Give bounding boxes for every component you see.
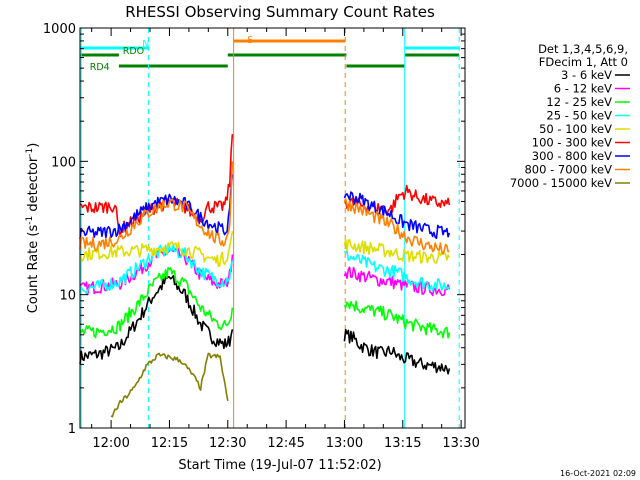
- y-tick-label: 10: [59, 289, 76, 304]
- legend-entry-label: 50 - 100 keV: [539, 122, 612, 136]
- legend-entry-label: 25 - 50 keV: [546, 109, 612, 123]
- legend-entry-label: 6 - 12 keV: [554, 82, 612, 96]
- legend-entry-label: 7000 - 15000 keV: [510, 176, 612, 190]
- y-axis-label-close: ): [26, 143, 41, 148]
- y-axis-label-tail: detector: [26, 156, 41, 216]
- x-tick-label: 13:15: [384, 436, 421, 451]
- state-label: N: [142, 39, 149, 50]
- series-line: [79, 161, 450, 255]
- x-tick-label: 12:30: [209, 436, 246, 451]
- y-axis-label-main: Count Rate (s: [26, 225, 41, 314]
- legend-entry-label: 3 - 6 keV: [561, 68, 612, 82]
- timestamp: 16-Oct-2021 02:09: [560, 469, 636, 478]
- plot-frame: [79, 27, 466, 429]
- series-line: [79, 275, 451, 375]
- legend-header-line-1: Det 1,3,4,5,6,9,: [538, 42, 628, 56]
- series-line: [79, 247, 451, 297]
- x-tick-label: 12:45: [267, 436, 304, 451]
- legend-entry-label: 100 - 300 keV: [532, 136, 612, 150]
- series-line: [110, 352, 229, 418]
- y-axis-label-sup-2: -1: [25, 148, 35, 157]
- series-line: [79, 134, 451, 238]
- legend-entry-label: 300 - 800 keV: [532, 149, 612, 163]
- x-tick-label: 13:30: [442, 436, 479, 451]
- y-tick-label: 1: [68, 422, 76, 437]
- y-axis: 1000 100 10 1: [43, 22, 465, 437]
- x-tick-label: 12:00: [92, 436, 129, 451]
- legend-header-line-2: FDecim 1, Att 0: [539, 55, 628, 69]
- x-axis-label: Start Time (19-Jul-07 11:52:02): [178, 458, 381, 473]
- y-tick-label: 1000: [43, 22, 76, 37]
- series-group: [79, 134, 451, 418]
- legend-entry-label: 800 - 7000 keV: [524, 163, 612, 177]
- x-tick-label: 13:00: [326, 436, 363, 451]
- state-label: RDO: [123, 46, 144, 57]
- y-axis-label-sup: -1: [25, 216, 35, 225]
- legend: Det 1,3,4,5,6,9, FDecim 1, Att 0 3 - 6 k…: [510, 42, 630, 190]
- x-axis: 12:00 12:15 12:30 12:45 13:00 13:15 13:30: [91, 28, 480, 451]
- series-line: [79, 230, 451, 268]
- state-label: S: [247, 35, 253, 46]
- y-tick-label: 100: [51, 155, 76, 170]
- legend-entry-label: 12 - 25 keV: [546, 95, 612, 109]
- x-tick-label: 12:15: [151, 436, 188, 451]
- chart-title: RHESSI Observing Summary Count Rates: [125, 3, 435, 21]
- y-axis-label: Count Rate (s-1 detector-1): [25, 143, 41, 314]
- series-line: [79, 266, 451, 339]
- state-label: RD4: [90, 62, 110, 73]
